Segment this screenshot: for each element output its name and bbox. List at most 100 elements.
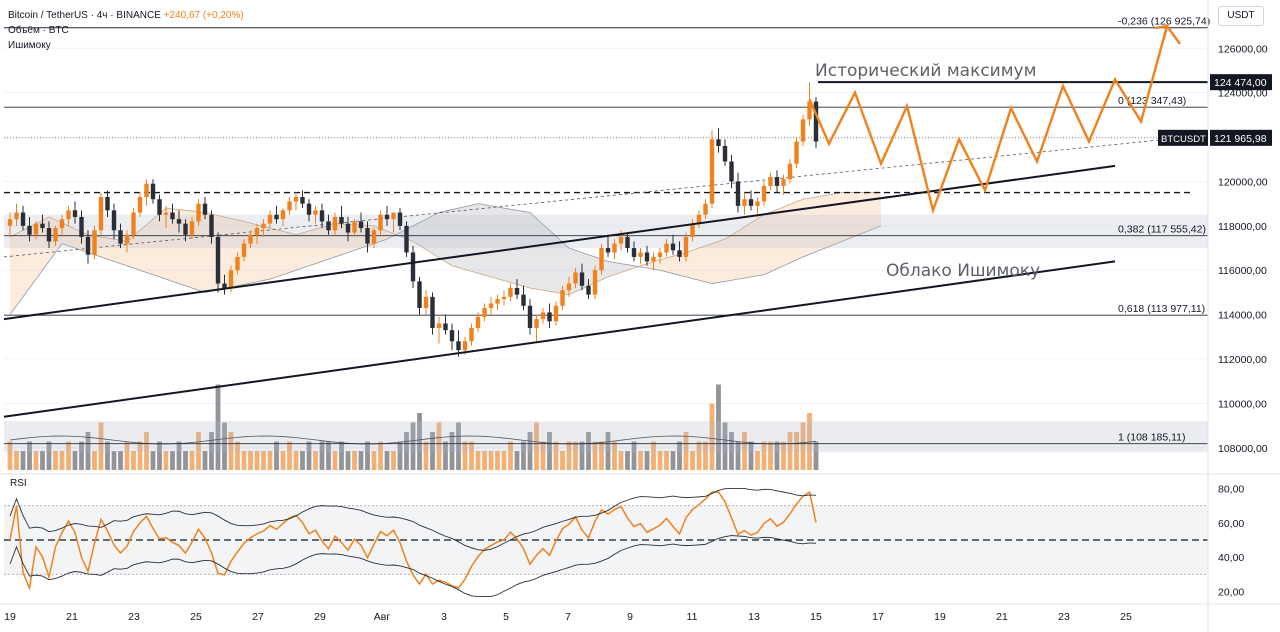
volume-bar <box>228 432 234 470</box>
candle-body <box>287 201 292 211</box>
candle-body <box>508 288 513 297</box>
volume-bar <box>150 451 156 470</box>
candle-body <box>605 248 611 253</box>
volume-bar <box>618 451 624 470</box>
time-axis[interactable]: 19 21 23 25 27 29 Авг 3 5 7 9 11 13 15 17 19 21 23 25 <box>0 603 1280 623</box>
volume-bar <box>365 441 370 470</box>
volume-bar <box>267 451 273 470</box>
volume-bar <box>625 451 630 470</box>
volume-indicator-label[interactable]: Объём · BTC <box>8 25 69 36</box>
volume-bar <box>274 441 279 470</box>
candle-body <box>586 285 591 295</box>
candle-body <box>612 243 617 253</box>
candle-body <box>248 234 253 244</box>
volume-bar <box>592 441 598 470</box>
volume-bar <box>378 441 383 470</box>
volume-bar <box>137 441 143 470</box>
candle-body <box>332 216 338 231</box>
volume-bar <box>241 451 247 470</box>
candle-body <box>111 210 117 231</box>
candle-body <box>677 250 682 257</box>
price-tick-label: 108000,00 <box>1218 443 1268 455</box>
time-tick-label: 7 <box>565 611 571 623</box>
candle-body <box>280 210 286 220</box>
volume-bar <box>436 422 442 470</box>
candle-body <box>417 281 422 308</box>
cloud-bullish <box>10 208 400 315</box>
time-tick-label: 27 <box>252 611 264 623</box>
volume-bar <box>423 441 429 470</box>
volume-bar <box>254 451 260 470</box>
symbol-tag-bg <box>1158 129 1208 146</box>
volume-bar <box>482 451 487 470</box>
volume-bar <box>469 441 474 470</box>
volume-bar <box>183 451 188 470</box>
candle-body <box>625 236 630 249</box>
symbol-header[interactable]: Bitcoin / TetherUS · 4ч · BINANCE +240,6… <box>8 10 244 21</box>
volume-bar <box>410 422 416 470</box>
fib-level-label: 1 (108 185,11) <box>1118 432 1186 444</box>
volume-bar <box>462 441 468 470</box>
volume-bar <box>215 384 221 470</box>
volume-bar <box>300 451 305 470</box>
candlesticks <box>7 82 819 357</box>
price-axis[interactable]: 126000,00124000,00122000,00120000,001180… <box>1158 0 1272 632</box>
candle-body <box>170 212 175 220</box>
volume-bar <box>553 441 559 470</box>
volume-bar <box>384 451 390 470</box>
volume-bar <box>59 451 65 470</box>
candle-body <box>638 252 643 257</box>
candle-body <box>644 252 650 262</box>
candle-body <box>352 221 357 233</box>
candle-body <box>209 214 214 237</box>
candle-body <box>46 228 52 242</box>
price-tick-label: 118000,00 <box>1218 221 1267 233</box>
volume-bar <box>547 432 552 470</box>
time-tick-label: 23 <box>128 611 140 623</box>
candle-body <box>794 141 799 164</box>
volume-bar <box>514 451 520 470</box>
volume-bar <box>495 451 500 470</box>
candle-body <box>59 219 65 229</box>
volume-bar <box>319 441 325 470</box>
candle-body <box>631 248 637 257</box>
volume-bar <box>651 441 656 470</box>
candle-body <box>664 243 669 253</box>
candle-body <box>813 101 819 142</box>
grid-lines <box>4 47 1208 449</box>
candle-body <box>566 283 572 291</box>
time-tick-label: 13 <box>748 611 760 623</box>
candle-body <box>709 139 715 204</box>
candle-body <box>761 185 767 202</box>
volume-bar <box>807 413 812 470</box>
price-tick-label: 124000,00 <box>1218 88 1268 100</box>
volume-bar <box>742 432 747 470</box>
volume-bar <box>683 432 689 470</box>
candle-body <box>657 252 663 257</box>
volume-bar <box>521 441 526 470</box>
candle-body <box>462 341 468 351</box>
price-tick-label: 110000,00 <box>1218 398 1267 410</box>
rsi-indicator-label[interactable]: RSI <box>10 478 27 489</box>
candle-body <box>300 197 305 204</box>
currency-button[interactable]: USDT <box>1218 6 1264 26</box>
fib-level-label: 0,382 (117 555,42) <box>1118 224 1206 236</box>
volume-bar <box>787 432 793 470</box>
candle-body <box>222 283 227 288</box>
ichimoku-indicator-label[interactable]: Ишимоку <box>8 40 51 51</box>
volume-bar <box>124 441 130 470</box>
candle-body <box>618 236 624 244</box>
candle-body <box>469 327 474 342</box>
volume-bar <box>170 451 175 470</box>
candle-body <box>72 210 78 217</box>
volume-bar <box>735 441 741 470</box>
candle-body <box>53 228 58 242</box>
candle-body <box>501 296 507 300</box>
volume-bar <box>670 451 676 470</box>
volume-bar <box>33 451 39 470</box>
volume-bar <box>501 451 507 470</box>
volume-bar <box>280 451 286 470</box>
volume-bar <box>696 441 702 470</box>
candle-body <box>651 256 656 262</box>
